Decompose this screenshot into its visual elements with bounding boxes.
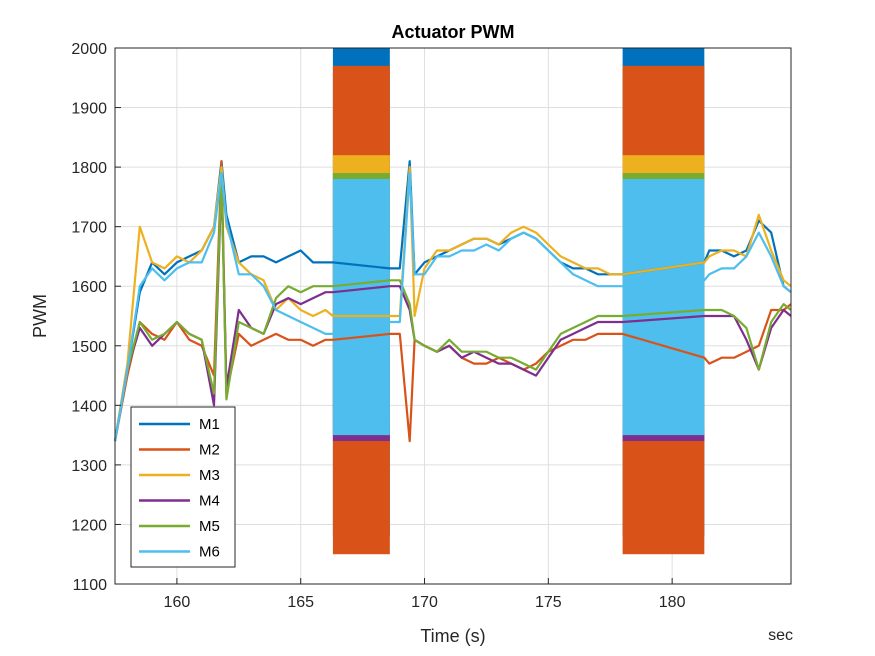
legend-label-m5: M5	[199, 518, 220, 535]
y-tick-label: 1700	[71, 220, 107, 237]
y-axis-label: PWM	[30, 294, 50, 338]
y-tick-label: 1600	[71, 279, 107, 296]
legend-label-m4: M4	[199, 493, 220, 510]
y-axis-ticks: 1100 1200 1300 1400 1500 1600 1700 1800 1900 2000	[71, 41, 121, 594]
legend: M1 M2 M3 M4 M5 M6	[130, 406, 236, 568]
plot-frame	[114, 47, 792, 585]
y-tick-label: 1300	[71, 458, 107, 475]
chart-title: Actuator PWM	[392, 22, 515, 42]
x-tick-label: 170	[411, 594, 438, 611]
y-tick-label: 1100	[73, 577, 108, 594]
x-axis-ticks: 160 165 170 175 180	[164, 578, 686, 611]
series-line-m6	[113, 172, 792, 442]
series-line-m5	[113, 172, 792, 442]
oscillation-band-m6	[622, 179, 705, 436]
x-tick-label: 165	[287, 594, 314, 611]
legend-label-m3: M3	[199, 467, 220, 484]
legend-label-m1: M1	[199, 416, 220, 433]
y-tick-label: 1500	[71, 339, 107, 356]
oscillation-bands	[332, 48, 705, 555]
y-tick-label: 2000	[71, 41, 107, 58]
series-lines	[113, 160, 792, 443]
oscillation-band-m6	[332, 179, 390, 436]
legend-box	[130, 406, 236, 568]
x-tick-label: 160	[164, 594, 191, 611]
y-tick-label: 1800	[71, 160, 107, 177]
x-tick-label: 175	[535, 594, 562, 611]
legend-label-m6: M6	[199, 544, 220, 561]
legend-label-m2: M2	[199, 442, 220, 459]
x-tick-label: 180	[659, 594, 686, 611]
x-unit-label: sec	[768, 627, 793, 644]
x-axis-label: Time (s)	[420, 626, 485, 646]
y-tick-label: 1400	[71, 398, 107, 415]
y-tick-label: 1200	[71, 517, 107, 534]
y-tick-label: 1900	[71, 101, 107, 118]
